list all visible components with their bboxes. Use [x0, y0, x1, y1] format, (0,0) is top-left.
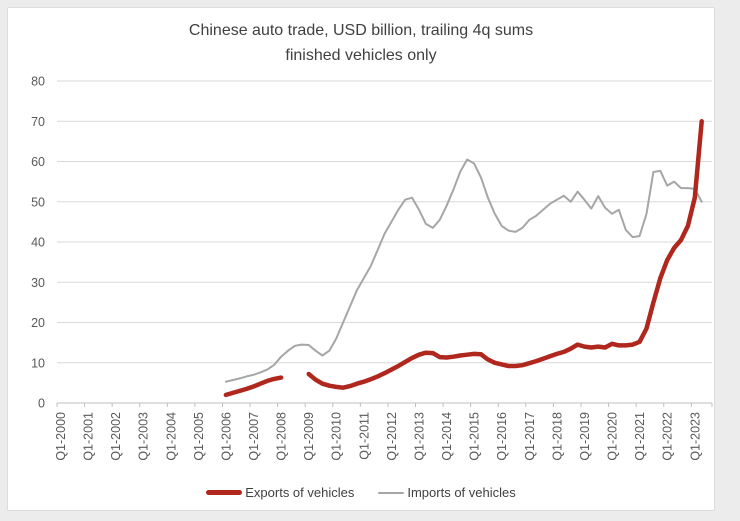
x-tick-label: Q1-2014 [440, 412, 454, 461]
y-tick-label: 30 [31, 276, 45, 290]
x-tick-label: Q1-2011 [357, 412, 371, 460]
x-tick-label: Q1-2009 [302, 412, 316, 461]
x-tick-label: Q1-2020 [606, 412, 620, 461]
x-tick-label: Q1-2021 [633, 412, 647, 461]
y-tick-label: 80 [31, 75, 45, 89]
chart-title-block: Chinese auto trade, USD billion, trailin… [8, 18, 714, 68]
y-tick-label: 70 [31, 115, 45, 129]
chart-title: Chinese auto trade, USD billion, trailin… [188, 22, 534, 39]
x-tick-label: Q1-2004 [164, 412, 178, 461]
x-tick-label: Q1-2003 [137, 412, 151, 461]
x-tick-label: Q1-2016 [495, 412, 509, 461]
x-tick-label: Q1-2023 [688, 412, 702, 461]
x-tick-label: Q1-2005 [192, 412, 206, 461]
series-line-imports [224, 158, 703, 383]
x-tick-label: Q1-2017 [523, 412, 537, 461]
chart-canvas: 0 10 20 30 40 50 60 70 80 Q1-2000 Q1-2001 Q1-2002 Q1… [31, 75, 713, 461]
x-tick-label: Q1-2010 [330, 412, 344, 461]
x-tick-label: Q1-2008 [275, 412, 289, 461]
x-tick-label: Q1-2000 [54, 412, 68, 461]
y-tick-label: 50 [31, 195, 45, 209]
x-tick-label: Q1-2002 [109, 412, 123, 461]
legend-item-imports: Imports of vehicles [378, 485, 516, 500]
y-tick-label: 10 [31, 356, 45, 370]
y-tick-label: 20 [31, 316, 45, 330]
x-tick-label: Q1-2015 [468, 412, 482, 461]
y-tick-label: 40 [31, 236, 45, 250]
x-tick-label: Q1-2013 [412, 412, 426, 461]
y-tick-label: 60 [31, 155, 45, 169]
chart-subtitle: finished vehicles only [285, 47, 437, 64]
legend-item-exports: Exports of vehicles [206, 485, 354, 500]
x-tick-label: Q1-2012 [385, 412, 399, 461]
exports-line-swatch [206, 490, 243, 495]
x-tick-label: Q1-2006 [219, 412, 233, 461]
chart-legend: Exports of vehicles Imports of vehicles [8, 485, 714, 500]
imports-line-swatch [378, 491, 405, 494]
x-tick-label: Q1-2007 [247, 412, 261, 461]
chart-panel: Chinese auto trade, USD billion, trailin… [7, 7, 715, 511]
x-tick-label: Q1-2018 [550, 412, 564, 461]
legend-label-imports: Imports of vehicles [407, 485, 516, 500]
x-tick-label: Q1-2022 [661, 412, 675, 461]
series-line-exports [223, 119, 704, 398]
x-tick-label: Q1-2019 [578, 412, 592, 461]
x-tick-label: Q1-2001 [82, 412, 96, 461]
y-tick-label: 0 [38, 397, 45, 411]
legend-label-exports: Exports of vehicles [245, 485, 355, 500]
